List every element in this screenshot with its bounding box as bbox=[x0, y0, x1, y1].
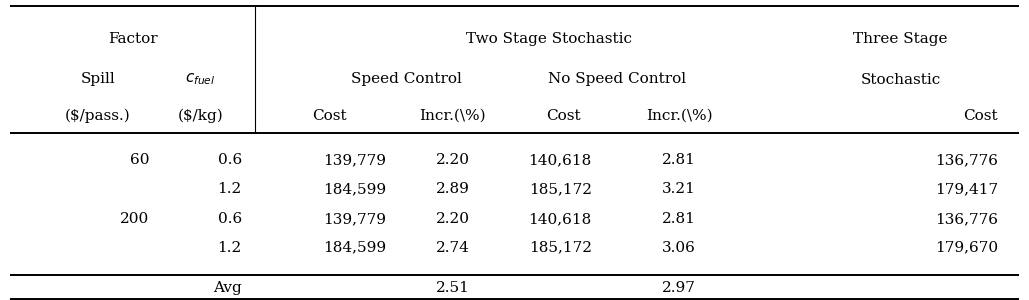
Text: 2.74: 2.74 bbox=[436, 241, 469, 254]
Text: 3.06: 3.06 bbox=[663, 241, 696, 254]
Text: Two Stage Stochastic: Two Stage Stochastic bbox=[466, 32, 633, 46]
Text: 2.51: 2.51 bbox=[436, 281, 469, 295]
Text: 185,172: 185,172 bbox=[529, 241, 592, 254]
Text: 60: 60 bbox=[130, 154, 149, 167]
Text: 184,599: 184,599 bbox=[323, 241, 386, 254]
Text: Avg: Avg bbox=[213, 281, 242, 295]
Text: 139,779: 139,779 bbox=[323, 154, 386, 167]
Text: 139,779: 139,779 bbox=[323, 212, 386, 226]
Text: 185,172: 185,172 bbox=[529, 182, 592, 196]
Text: 140,618: 140,618 bbox=[529, 154, 592, 167]
Text: 140,618: 140,618 bbox=[529, 212, 592, 226]
Text: Three Stage: Three Stage bbox=[853, 32, 948, 46]
Text: 2.81: 2.81 bbox=[663, 212, 696, 226]
Text: Cost: Cost bbox=[312, 109, 347, 122]
Text: Cost: Cost bbox=[963, 109, 998, 122]
Text: Speed Control: Speed Control bbox=[351, 73, 462, 86]
Text: 184,599: 184,599 bbox=[323, 182, 386, 196]
Text: $c_{fuel}$: $c_{fuel}$ bbox=[185, 72, 216, 87]
Text: 179,417: 179,417 bbox=[935, 182, 998, 196]
Text: Spill: Spill bbox=[80, 73, 115, 86]
Text: 2.20: 2.20 bbox=[435, 154, 470, 167]
Text: 136,776: 136,776 bbox=[935, 212, 998, 226]
Text: Incr.(\%): Incr.(\%) bbox=[420, 109, 486, 122]
Text: 200: 200 bbox=[120, 212, 149, 226]
Text: Incr.(\%): Incr.(\%) bbox=[646, 109, 712, 122]
Text: Factor: Factor bbox=[108, 32, 157, 46]
Text: 179,670: 179,670 bbox=[935, 241, 998, 254]
Text: 2.97: 2.97 bbox=[663, 281, 696, 295]
Text: 1.2: 1.2 bbox=[217, 241, 242, 254]
Text: Stochastic: Stochastic bbox=[860, 73, 941, 86]
Text: (\$/kg): (\$/kg) bbox=[178, 108, 223, 123]
Text: 2.81: 2.81 bbox=[663, 154, 696, 167]
Text: No Speed Control: No Speed Control bbox=[548, 73, 686, 86]
Text: 136,776: 136,776 bbox=[935, 154, 998, 167]
Text: Cost: Cost bbox=[546, 109, 581, 122]
Text: (\$/pass.): (\$/pass.) bbox=[65, 108, 131, 123]
Text: 3.21: 3.21 bbox=[663, 182, 696, 196]
Text: 0.6: 0.6 bbox=[217, 154, 242, 167]
Text: 2.89: 2.89 bbox=[436, 182, 469, 196]
Text: 1.2: 1.2 bbox=[217, 182, 242, 196]
Text: 0.6: 0.6 bbox=[217, 212, 242, 226]
Text: 2.20: 2.20 bbox=[435, 212, 470, 226]
